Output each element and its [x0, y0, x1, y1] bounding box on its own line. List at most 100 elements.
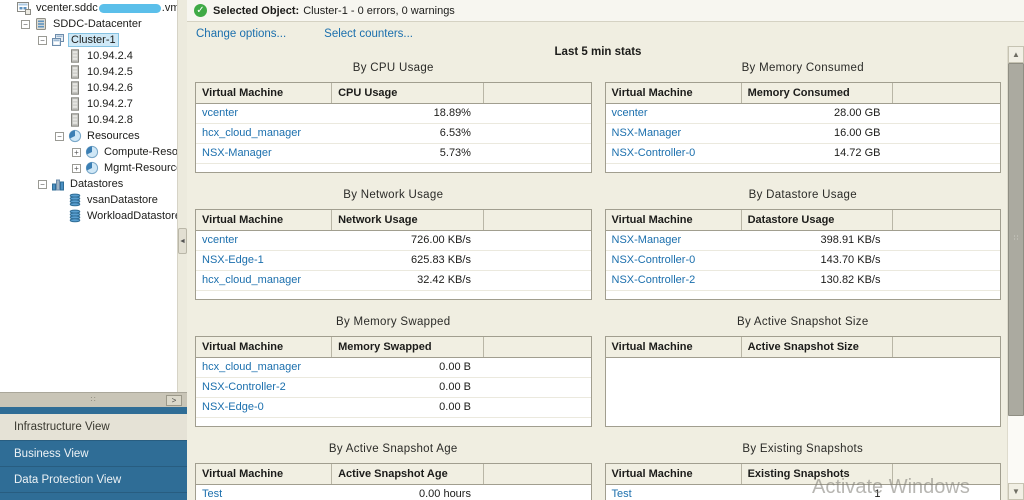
tree-item-compute-resourcepool[interactable]: + Compute-ResourcePool	[0, 144, 177, 160]
empty-column-header[interactable]	[484, 210, 591, 230]
collapse-icon[interactable]: −	[38, 179, 47, 189]
empty-column-header[interactable]	[893, 464, 1000, 484]
tree-item-label[interactable]: WorkloadDatastore	[87, 210, 178, 222]
tree-item-datastores[interactable]: − Datastores	[0, 176, 177, 192]
scroll-up-button[interactable]: ▲	[1008, 46, 1024, 63]
vm-column-header[interactable]: Virtual Machine	[606, 210, 742, 230]
tree-item-resources[interactable]: − Resources	[0, 128, 177, 144]
expand-icon[interactable]: +	[72, 147, 81, 157]
nav-item-infrastructure-view[interactable]: Infrastructure View	[0, 414, 187, 440]
empty-column-header[interactable]	[893, 337, 1000, 357]
empty-column-header[interactable]	[484, 337, 591, 357]
tree-item-label[interactable]: Mgmt-ResourcePool	[104, 162, 177, 174]
vm-link[interactable]: NSX-Controller-2	[611, 274, 696, 286]
tree-item-label[interactable]: 10.94.2.6	[87, 82, 133, 94]
redaction-scribble	[98, 3, 161, 13]
tree-item-10-94-2-5[interactable]: 10.94.2.5	[0, 64, 177, 80]
tree-item-workloaddatastore[interactable]: WorkloadDatastore	[0, 208, 177, 224]
stats-section-by-network-usage: By Network Usage Virtual Machine Network U…	[195, 189, 592, 300]
vm-column-header[interactable]: Virtual Machine	[196, 210, 333, 230]
expand-icon[interactable]: +	[72, 163, 81, 173]
stats-section-by-active-snapshot-age: By Active Snapshot Age Virtual Machine Act…	[195, 443, 592, 500]
tree-item-10-94-2-7[interactable]: 10.94.2.7	[0, 96, 177, 112]
stats-table: Virtual Machine Active Snapshot Age Test 0.…	[195, 463, 592, 500]
value-column-header[interactable]: Existing Snapshots	[742, 464, 894, 484]
empty-column-header[interactable]	[484, 464, 591, 484]
section-title: By Active Snapshot Age	[328, 443, 458, 455]
vm-link[interactable]: Test	[202, 488, 223, 500]
collapse-icon[interactable]: −	[55, 131, 64, 141]
value-column-header[interactable]: Active Snapshot Age	[332, 464, 484, 484]
tree-splitter[interactable]: ◄	[178, 0, 187, 392]
tree-item-label[interactable]: Resources	[87, 130, 140, 142]
vm-link[interactable]: hcx_cloud_manager	[202, 361, 302, 373]
vm-link[interactable]: vcenter	[202, 234, 239, 246]
nav-item-alarm-management[interactable]: Alarm Management	[0, 492, 187, 500]
scroll-down-button[interactable]: ▼	[1008, 483, 1024, 500]
tree-item-label[interactable]: Datastores	[70, 178, 124, 190]
tree-item-vcenter-root[interactable]: vcenter.sddc.vmwarevmc.com	[0, 0, 177, 16]
vm-link[interactable]: NSX-Controller-0	[611, 254, 696, 266]
tree-item-10-94-2-4[interactable]: 10.94.2.4	[0, 48, 177, 64]
vm-link[interactable]: NSX-Manager	[202, 147, 272, 159]
vm-column-header[interactable]: Virtual Machine	[606, 337, 742, 357]
vm-link[interactable]: NSX-Controller-0	[611, 147, 696, 159]
tree-item-cluster-1[interactable]: − Cluster-1	[0, 32, 177, 48]
vm-link[interactable]: NSX-Edge-0	[202, 401, 264, 413]
scrollbar-thumb[interactable]: ∷	[1008, 63, 1024, 416]
tree-item-label[interactable]: 10.94.2.7	[87, 98, 133, 110]
nav-item-business-view[interactable]: Business View	[0, 440, 187, 466]
vm-link[interactable]: Test	[611, 488, 632, 500]
empty-column-header[interactable]	[893, 83, 1000, 103]
vm-link[interactable]: NSX-Manager	[611, 234, 682, 246]
value-column-header[interactable]: CPU Usage	[332, 83, 484, 103]
value-column-header[interactable]: Memory Swapped	[332, 337, 484, 357]
vm-column-header[interactable]: Virtual Machine	[196, 83, 333, 103]
vm-link[interactable]: hcx_cloud_manager	[202, 127, 302, 139]
value-column-header[interactable]: Memory Consumed	[742, 83, 894, 103]
tree-item-label[interactable]: SDDC-Datacenter	[53, 18, 142, 30]
stats-table: Virtual Machine Datastore Usage NSX-Manage…	[604, 209, 1001, 300]
stat-value: 398.91 KB/s	[820, 234, 881, 246]
empty-column-header[interactable]	[484, 83, 591, 103]
vm-column-header[interactable]: Virtual Machine	[606, 83, 742, 103]
stats-table: Virtual Machine Memory Consumed vcenter 28.…	[604, 82, 1001, 173]
vm-link[interactable]: NSX-Edge-1	[202, 254, 264, 266]
select-counters-link[interactable]: Select counters...	[324, 28, 414, 40]
tree-item-10-94-2-6[interactable]: 10.94.2.6	[0, 80, 177, 96]
empty-column-header[interactable]	[893, 210, 1000, 230]
vm-link[interactable]: hcx_cloud_manager	[202, 274, 302, 286]
tree-item-sddc-datacenter[interactable]: − SDDC-Datacenter	[0, 16, 177, 32]
vm-column-header[interactable]: Virtual Machine	[196, 464, 333, 484]
tree-item-10-94-2-8[interactable]: 10.94.2.8	[0, 112, 177, 128]
vm-link[interactable]: vcenter	[611, 107, 648, 119]
tree-item-vsandatastore[interactable]: vsanDatastore	[0, 192, 177, 208]
tree-item-label[interactable]: Cluster-1	[68, 33, 119, 47]
expand-nav-button[interactable]: >	[166, 395, 182, 406]
vm-link[interactable]: NSX-Manager	[611, 127, 682, 139]
tree-item-label[interactable]: vsanDatastore	[87, 194, 158, 206]
collapse-tree-button[interactable]: ◄	[178, 228, 187, 254]
collapse-icon[interactable]: −	[21, 19, 30, 29]
nav-item-data-protection-view[interactable]: Data Protection View	[0, 466, 187, 492]
vm-column-header[interactable]: Virtual Machine	[606, 464, 742, 484]
empty-cell	[893, 231, 1000, 250]
vm-link[interactable]: NSX-Controller-2	[202, 381, 286, 393]
vm-column-header[interactable]: Virtual Machine	[196, 337, 333, 357]
value-column-header[interactable]: Datastore Usage	[742, 210, 894, 230]
value-column-header[interactable]: Network Usage	[332, 210, 484, 230]
tree-item-label[interactable]: 10.94.2.5	[87, 66, 133, 78]
nav-splitter[interactable]: ∷ >	[0, 392, 187, 407]
value-column-header[interactable]: Active Snapshot Size	[742, 337, 894, 357]
tree-item-mgmt-resourcepool[interactable]: + Mgmt-ResourcePool	[0, 160, 177, 176]
change-options-link[interactable]: Change options...	[196, 28, 287, 40]
vertical-scrollbar[interactable]: ▲ ∷ ▼	[1007, 46, 1024, 500]
tree-item-label[interactable]: Compute-ResourcePool	[104, 146, 178, 158]
tree-item-label[interactable]: vcenter.sddc.vmwarevmc.com	[36, 2, 178, 14]
scrollbar-track[interactable]: ∷	[1008, 63, 1024, 483]
tree-item-label[interactable]: 10.94.2.4	[87, 50, 133, 62]
collapse-icon[interactable]: −	[38, 35, 47, 45]
stats-period-title: Last 5 min stats	[554, 46, 642, 58]
tree-item-label[interactable]: 10.94.2.8	[87, 114, 133, 126]
vm-link[interactable]: vcenter	[202, 107, 239, 119]
